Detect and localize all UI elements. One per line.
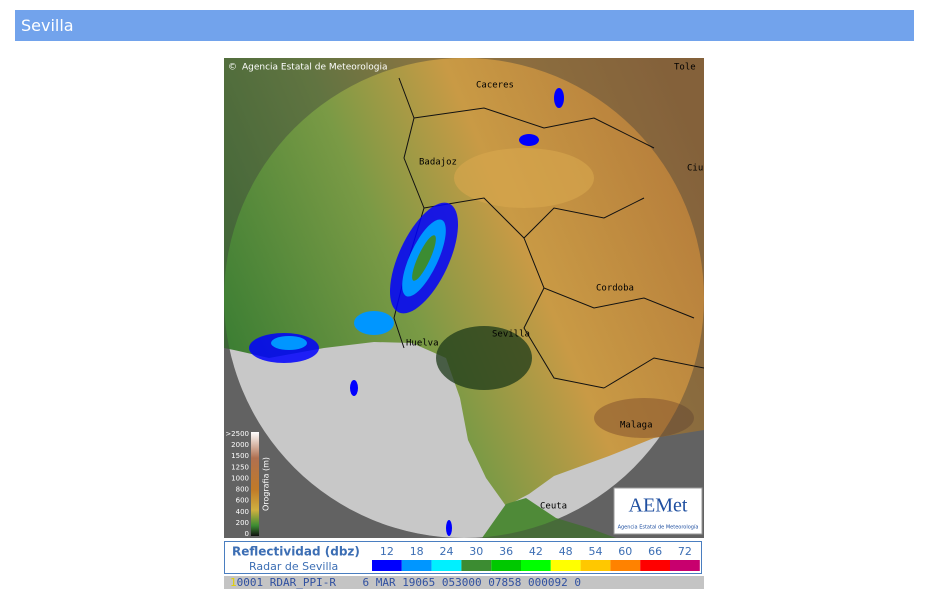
- status-text: 0001 RDAR_PPI-R 6 MAR 19065 053000 07858…: [236, 576, 581, 589]
- scale-label: 36: [499, 545, 513, 558]
- legend-subtitle: Radar de Sevilla: [249, 560, 338, 573]
- orography-tick: 1500: [231, 452, 249, 460]
- city-label: Badajoz: [419, 158, 457, 168]
- scale-swatch: [521, 560, 551, 571]
- scale-label: 24: [440, 545, 454, 558]
- orography-tick: 1000: [231, 474, 249, 482]
- scale-label: 12: [380, 545, 394, 558]
- header-title: Sevilla: [15, 10, 914, 41]
- valley: [436, 326, 532, 390]
- city-label: Huelva: [406, 339, 439, 349]
- legend-graphic: Reflectividad (dbz) Radar de Sevilla 12 1…: [232, 545, 700, 573]
- city-label: Ciu: [687, 164, 703, 174]
- scale-swatch: [670, 560, 700, 571]
- scale-label: 42: [529, 545, 543, 558]
- scale-swatch: [640, 560, 670, 571]
- scale-label: 72: [678, 545, 692, 558]
- city-label: Cordoba: [596, 284, 634, 294]
- scale-swatch: [580, 560, 611, 571]
- precipitation: [249, 88, 564, 536]
- radar-map: © Agencia Estatal de Meteorologia Cacere…: [224, 58, 704, 538]
- scale-label: 54: [589, 545, 603, 558]
- orography-tick: 400: [236, 508, 249, 516]
- scale-swatch: [372, 560, 402, 571]
- orography-tick: 600: [236, 497, 249, 505]
- city-label: Tole: [674, 63, 696, 73]
- scale-swatch: [491, 560, 521, 571]
- scale-swatch: [610, 560, 641, 571]
- scale-label: 66: [648, 545, 662, 558]
- scale-swatch: [401, 560, 432, 571]
- orography-bar: [251, 432, 259, 536]
- plateau: [454, 148, 594, 208]
- logo-box: [613, 487, 703, 535]
- logo-name: AEMet: [629, 495, 688, 517]
- city-label: Caceres: [476, 81, 514, 91]
- scale-label: 60: [618, 545, 632, 558]
- legend-title: Reflectividad (dbz): [232, 545, 360, 559]
- city-label: Sevilla: [492, 330, 530, 340]
- city-label: Malaga: [620, 421, 653, 431]
- orography-tick: 0: [245, 530, 249, 538]
- legend: Reflectividad (dbz) Radar de Sevilla 12 1…: [224, 541, 702, 574]
- logo: AEMet Agencia Estatal de Meteorología: [613, 487, 703, 535]
- orography-tick: 1250: [231, 463, 249, 471]
- scale-label: 48: [559, 545, 573, 558]
- scale-label: 18: [410, 545, 424, 558]
- cities: Caceres Tole Badajoz Ciu Cordoba Sevilla…: [406, 63, 703, 512]
- scale-label: 30: [469, 545, 483, 558]
- orography-tick: 2000: [231, 441, 249, 449]
- orography-tick: 800: [236, 486, 249, 494]
- orography-tick: >2500: [225, 430, 249, 438]
- mountains: [594, 398, 694, 438]
- scale-swatch: [461, 560, 492, 571]
- orography-legend: Orografia (m) >2500200015001250100080060…: [225, 430, 270, 538]
- borders: [393, 77, 704, 389]
- orography-title: Orografia (m): [262, 457, 271, 511]
- orography-tick: 200: [236, 519, 249, 527]
- scale-swatch: [431, 560, 462, 571]
- copyright-symbol: ©: [228, 63, 237, 73]
- status-frame: 1: [230, 576, 237, 589]
- copyright: Agencia Estatal de Meteorologia: [242, 63, 388, 73]
- scale-swatch: [550, 560, 581, 571]
- city-label: Ceuta: [540, 502, 567, 512]
- africa: [482, 498, 616, 538]
- status-line: 10001 RDAR_PPI-R 6 MAR 19065 053000 0785…: [224, 576, 704, 589]
- logo-subtitle: Agencia Estatal de Meteorología: [618, 524, 699, 531]
